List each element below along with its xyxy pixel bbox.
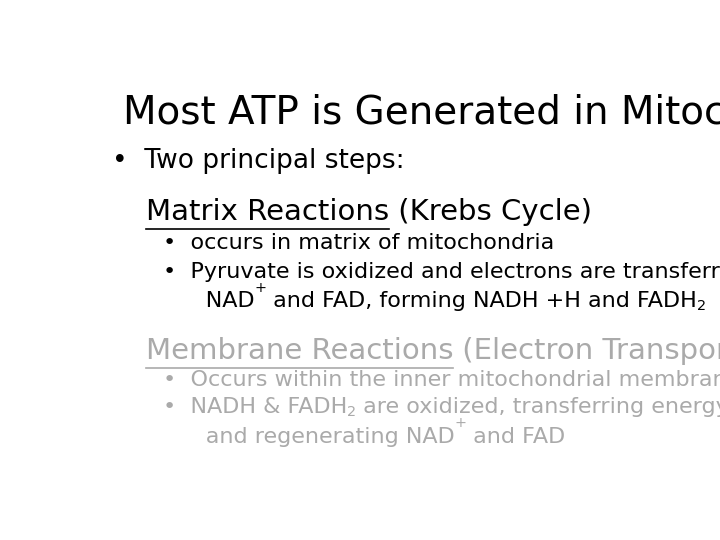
Text: Matrix Reactions: Matrix Reactions [145,198,389,226]
Text: and FAD: and FAD [467,427,565,447]
Text: +: + [454,416,467,430]
Text: •  Occurs within the inner mitochondrial membrane: • Occurs within the inner mitochondrial … [163,370,720,390]
Text: and regenerating NAD: and regenerating NAD [163,427,454,447]
Text: are oxidized, transferring energy to ATP: are oxidized, transferring energy to ATP [356,397,720,417]
Text: (Krebs Cycle): (Krebs Cycle) [389,198,592,226]
Text: 2: 2 [347,405,356,419]
Text: •  Two principal steps:: • Two principal steps: [112,148,405,174]
Text: •  NADH & FADH: • NADH & FADH [163,397,347,417]
Text: +: + [254,281,266,295]
Text: 2: 2 [697,299,706,313]
Text: (Electron Transport Chain): (Electron Transport Chain) [454,337,720,365]
Text: •  Pyruvate is oxidized and electrons are transferred to: • Pyruvate is oxidized and electrons are… [163,262,720,282]
Text: Most ATP is Generated in Mitochondria: Most ATP is Generated in Mitochondria [124,94,720,132]
Text: NAD: NAD [163,292,254,312]
Text: and FAD, forming NADH +H and FADH: and FAD, forming NADH +H and FADH [266,292,697,312]
Text: Membrane Reactions: Membrane Reactions [145,337,454,365]
Text: •  occurs in matrix of mitochondria: • occurs in matrix of mitochondria [163,233,554,253]
